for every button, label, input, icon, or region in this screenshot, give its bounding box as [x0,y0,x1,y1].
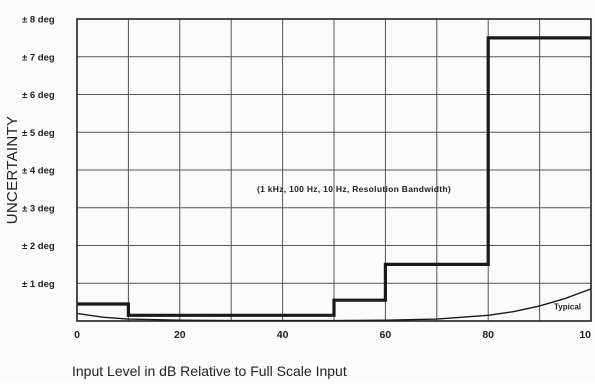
x-tick-label: 60 [380,329,392,341]
y-axis-label: UNCERTAINTY [4,116,21,225]
x-tick-label: 10 [579,329,591,341]
uncertainty-step-line [77,36,591,317]
y-tick-label: ± 6 deg [22,90,55,101]
grid [77,19,591,321]
y-tick-label: ± 3 deg [22,203,55,214]
y-tick-label: ± 8 deg [22,15,55,26]
x-axis-label: Input Level in dB Relative to Full Scale… [72,363,347,379]
plot-border [76,18,592,322]
x-tick-label: 0 [74,329,80,341]
y-tick-label: ± 5 deg [22,128,55,139]
plot-frame [76,18,592,322]
x-tick-labels: 0 20 40 60 80 10 [74,329,591,341]
x-tick-label: 20 [174,329,186,341]
y-tick-label: ± 1 deg [22,279,55,290]
typical-annotation: Typical [554,302,581,311]
y-tick-label: ± 4 deg [22,166,55,177]
x-tick-label: 40 [277,329,289,341]
y-tick-labels: ± 1 deg ± 2 deg ± 3 deg ± 4 deg ± 5 deg ± 6 d… [22,15,55,290]
annotations: (1 kHz, 100 Hz, 10 Hz, Resolution Bandwi… [257,184,581,311]
y-tick-label: ± 2 deg [22,241,55,252]
y-tick-label: ± 7 deg [22,52,55,63]
x-tick-label: 80 [482,329,494,341]
bandwidth-annotation: (1 kHz, 100 Hz, 10 Hz, Resolution Bandwi… [257,184,451,194]
